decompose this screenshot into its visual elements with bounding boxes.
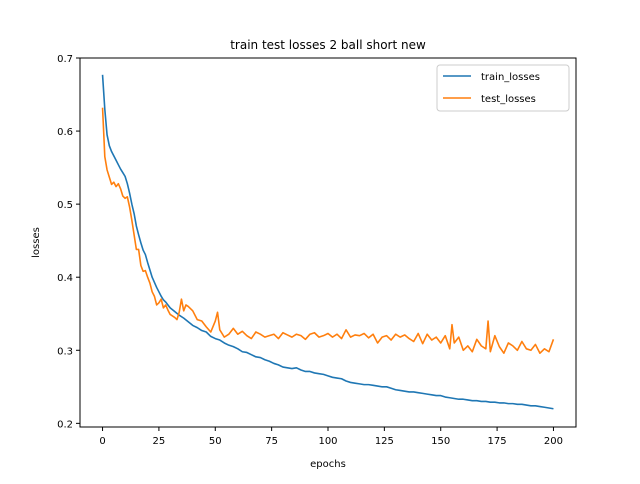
legend-label-train-losses: train_losses xyxy=(481,72,540,83)
x-axis-ticks: 0 25 50 75 100 125 150 175 200 xyxy=(99,427,563,447)
series-layer xyxy=(101,74,555,410)
x-axis-label: epochs xyxy=(310,459,346,470)
x-tick-label: 25 xyxy=(153,436,166,447)
legend-label-test-losses: test_losses xyxy=(481,94,536,105)
y-tick-label: 0.5 xyxy=(57,200,73,211)
x-tick-label: 200 xyxy=(544,436,563,447)
y-tick-label: 0.2 xyxy=(57,419,73,430)
series-line-train-losses xyxy=(101,74,554,410)
x-tick-label: 175 xyxy=(488,436,507,447)
x-tick-label: 125 xyxy=(375,436,394,447)
x-tick-label: 50 xyxy=(209,436,222,447)
series-line-test-losses xyxy=(101,107,555,355)
y-axis-ticks: 0.2 0.3 0.4 0.5 0.6 0.7 xyxy=(57,54,80,430)
legend: train_losses test_losses xyxy=(436,64,570,112)
y-tick-label: 0.7 xyxy=(57,54,73,65)
x-tick-label: 0 xyxy=(99,436,105,447)
y-tick-label: 0.3 xyxy=(57,346,73,357)
x-tick-label: 75 xyxy=(265,436,278,447)
y-axis-label: losses xyxy=(31,227,42,258)
chart-title: train test losses 2 ball short new xyxy=(230,38,426,52)
y-tick-label: 0.6 xyxy=(57,127,73,138)
x-tick-label: 100 xyxy=(318,436,337,447)
y-tick-label: 0.4 xyxy=(57,273,73,284)
x-tick-label: 150 xyxy=(431,436,450,447)
